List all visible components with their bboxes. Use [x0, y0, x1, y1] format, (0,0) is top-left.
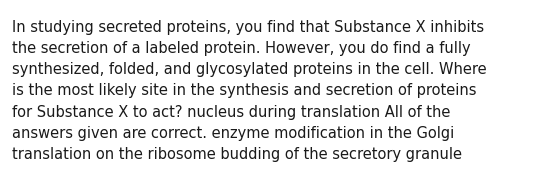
Text: In studying secreted proteins, you find that Substance X inhibits
the secretion : In studying secreted proteins, you find …: [12, 20, 487, 162]
